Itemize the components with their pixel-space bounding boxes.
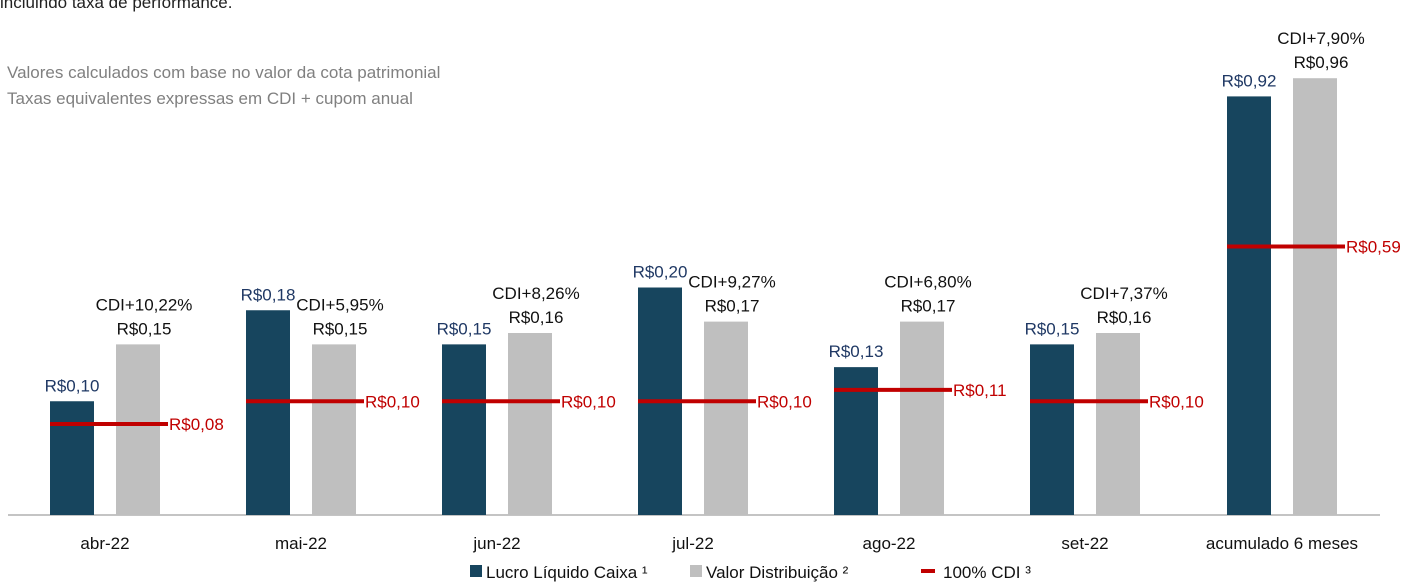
value-label: R$0,16 [509, 308, 564, 327]
value-label: R$0,15 [117, 319, 172, 338]
value-label: R$0,15 [1025, 319, 1080, 338]
value-label: R$0,16 [1097, 308, 1152, 327]
note: Valores calculados com base no valor da … [7, 63, 440, 82]
value-label: R$0,17 [705, 297, 760, 316]
note: Taxas equivalentes expressas em CDI + cu… [7, 89, 413, 108]
legend-label: Valor Distribuição ² [706, 563, 849, 582]
chart-title: incluindo taxa de performance. [0, 0, 232, 12]
value-label: R$0,18 [241, 285, 296, 304]
x-tick-label: acumulado 6 meses [1206, 534, 1358, 553]
legend-swatch [470, 565, 482, 577]
bar [1096, 333, 1140, 515]
legend-label: 100% CDI ³ [943, 563, 1031, 582]
bar [312, 344, 356, 515]
bar [1227, 96, 1271, 516]
bar [116, 344, 160, 515]
annotation: CDI+8,26% [492, 284, 579, 303]
value-label: R$0,13 [829, 342, 884, 361]
x-tick-label: set-22 [1061, 534, 1108, 553]
bar [900, 321, 944, 515]
line-label: R$0,10 [757, 392, 812, 411]
line-label: R$0,59 [1346, 238, 1401, 257]
line-label: R$0,08 [169, 415, 224, 434]
bar [246, 310, 290, 515]
bar [50, 401, 94, 515]
annotation: CDI+7,37% [1080, 284, 1167, 303]
line-label: R$0,11 [953, 381, 1007, 400]
value-label: R$0,20 [633, 263, 688, 282]
value-label: R$0,17 [901, 297, 956, 316]
x-tick-label: abr-22 [80, 534, 129, 553]
bar [508, 333, 552, 515]
legend-label: Lucro Líquido Caixa ¹ [486, 563, 648, 582]
bar [442, 344, 486, 515]
value-label: R$0,15 [313, 319, 368, 338]
value-label: R$0,10 [45, 376, 100, 395]
x-tick-label: jul-22 [671, 534, 714, 553]
legend-swatch [690, 565, 702, 577]
value-label: R$0,15 [437, 319, 492, 338]
bar [1293, 78, 1337, 515]
annotation: CDI+9,27% [688, 273, 775, 292]
value-label: R$0,92 [1222, 71, 1277, 90]
bar [704, 321, 748, 515]
annotation: CDI+10,22% [96, 295, 193, 314]
x-tick-label: jun-22 [472, 534, 520, 553]
line-label: R$0,10 [561, 392, 616, 411]
annotation: CDI+7,90% [1277, 29, 1364, 48]
annotation: CDI+6,80% [884, 273, 971, 292]
x-tick-label: ago-22 [863, 534, 916, 553]
annotation: CDI+5,95% [296, 295, 383, 314]
line-label: R$0,10 [1149, 392, 1204, 411]
x-tick-label: mai-22 [275, 534, 327, 553]
bar [1030, 344, 1074, 515]
line-label: R$0,10 [365, 392, 420, 411]
value-label: R$0,96 [1294, 53, 1349, 72]
